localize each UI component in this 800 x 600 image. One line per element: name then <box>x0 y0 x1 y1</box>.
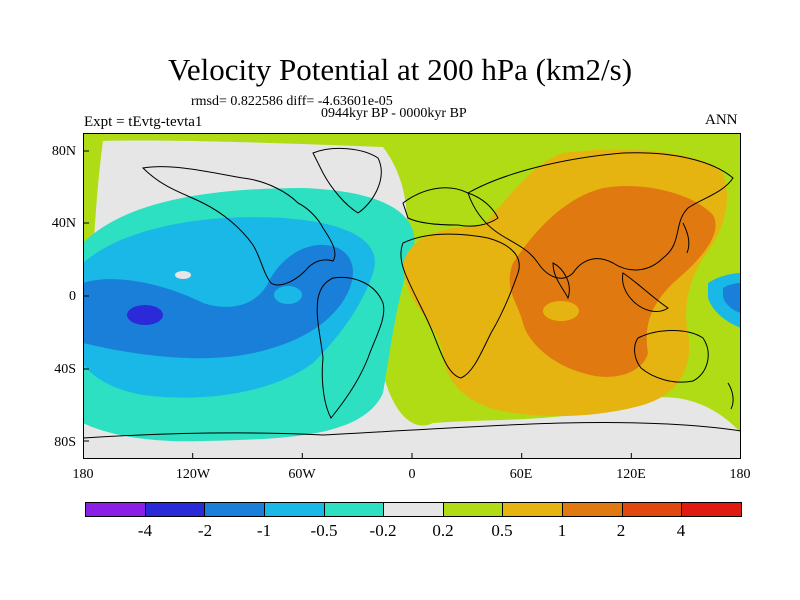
colorbar-label: -1 <box>256 521 272 540</box>
negative-max-region <box>127 305 163 325</box>
lon-label-120e: 120E <box>616 467 646 482</box>
lat-label-40s: 40S <box>54 362 76 377</box>
season-label: ANN <box>705 112 738 128</box>
coastline-south-america <box>316 276 385 419</box>
map-title: Velocity Potential at 200 hPa (km2/s) <box>167 52 633 87</box>
coastline-japan <box>682 222 690 254</box>
map-svg <box>83 133 741 459</box>
lat-label-80n: 80N <box>51 144 76 159</box>
lat-label-80s: 80S <box>54 435 76 450</box>
coastline-greenland <box>312 148 382 214</box>
colorbar <box>85 502 742 517</box>
colorbar-label: 2 <box>616 521 626 540</box>
coastline-asia <box>467 152 734 279</box>
negative-mid-island <box>274 286 302 304</box>
lon-label-60e: 60E <box>509 467 533 482</box>
lon-label-60w: 60W <box>288 467 316 482</box>
lon-label-120w: 120W <box>175 467 211 482</box>
coastline-north-america <box>141 166 336 286</box>
coastline-australia <box>634 330 709 383</box>
colorbar-label: -0.2 <box>369 521 397 540</box>
colorbar-label: 0.2 <box>432 521 454 540</box>
experiment-label: Expt = tEvtg-tevta1 <box>84 114 203 130</box>
colorbar-box <box>86 503 146 516</box>
velocity-potential-map <box>83 133 741 459</box>
colorbar-label: 1 <box>557 521 567 540</box>
axis-ticks <box>83 150 632 459</box>
colorbar-box <box>384 503 444 516</box>
coastline-southeast-asia <box>622 272 669 312</box>
coastline-new-zealand <box>727 382 734 410</box>
coastline-europe <box>402 187 499 227</box>
lon-label-180w: 180 <box>72 467 94 482</box>
rmsd-diff-stats: rmsd= 0.822586 diff= -4.63601e-05 <box>191 94 393 109</box>
coastline-africa <box>400 233 520 379</box>
colorbar-box <box>264 503 325 516</box>
lon-label-180e: 180 <box>729 467 751 482</box>
negative-east-edge-strong <box>723 283 741 313</box>
positive-mid-pocket <box>543 301 579 321</box>
colorbar-box <box>503 503 564 516</box>
colorbar-box <box>145 503 206 516</box>
colorbar-box <box>324 503 385 516</box>
negative-strong-region <box>83 244 353 359</box>
coastlines <box>83 148 741 439</box>
coastline-antarctica <box>83 421 741 439</box>
positive-strong-region <box>509 186 716 377</box>
colorbar-label: -0.5 <box>310 521 338 540</box>
colorbar-label: -2 <box>197 521 213 540</box>
colorbar-label: 4 <box>676 521 686 540</box>
colorbar-box <box>682 503 742 516</box>
coastline-india <box>552 262 570 300</box>
lat-label-0: 0 <box>69 289 76 304</box>
colorbar-box <box>443 503 504 516</box>
lon-label-0: 0 <box>408 467 416 482</box>
colorbar-label: -4 <box>137 521 153 540</box>
colorbar-box <box>622 503 683 516</box>
colorbar-box <box>205 503 265 516</box>
colorbar-label: 0.5 <box>491 521 513 540</box>
time-period: 0944kyr BP - 0000kyr BP <box>321 106 467 121</box>
colorbar-box <box>563 503 623 516</box>
neutral-spot <box>175 271 191 279</box>
lat-label-40n: 40N <box>51 216 76 231</box>
